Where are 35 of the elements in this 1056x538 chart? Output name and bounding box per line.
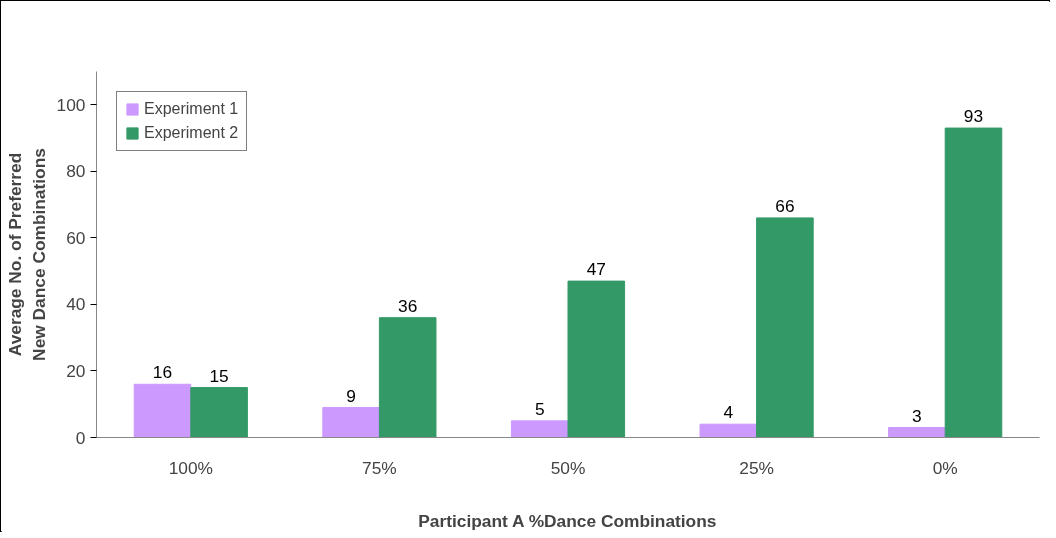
- bar: [378, 317, 437, 438]
- data-label: 3: [912, 405, 922, 426]
- x-tick-label: 75%: [362, 457, 397, 478]
- data-label: 93: [963, 106, 984, 127]
- x-tick-label: 100%: [168, 457, 213, 478]
- data-label: 47: [586, 259, 606, 280]
- x-tick-label: 25%: [739, 457, 774, 478]
- bar: [322, 407, 380, 438]
- x-tick-label: 0%: [932, 457, 958, 478]
- bar: [510, 420, 569, 438]
- y-tick-label: 40: [66, 294, 86, 315]
- y-tick-label: 80: [66, 161, 86, 182]
- data-label: 4: [723, 402, 734, 423]
- y-tick-label: 60: [66, 227, 86, 248]
- bar: [756, 217, 814, 438]
- data-label: 9: [346, 385, 356, 406]
- y-axis-title: Average No. of Preferred New Dance Combinations: [4, 148, 49, 361]
- legend-label: Experiment 1: [144, 100, 239, 118]
- data-label: 36: [398, 295, 418, 316]
- bar: [133, 383, 192, 438]
- legend-label: Experiment 2: [144, 124, 239, 142]
- data-label: 16: [152, 362, 173, 383]
- bar: [699, 423, 758, 438]
- data-label: 66: [775, 195, 795, 216]
- y-tick-label: 20: [66, 360, 86, 381]
- data-label: 15: [209, 365, 229, 386]
- bar: [944, 127, 1003, 438]
- bar: [567, 280, 626, 438]
- bar: [190, 387, 248, 438]
- y-tick-label: 100: [56, 94, 86, 115]
- bar: [888, 427, 946, 438]
- y-tick-label: 0: [75, 427, 86, 448]
- x-tick-label: 50%: [550, 457, 586, 478]
- x-axis-title: Participant A %Dance Combinations: [418, 510, 717, 531]
- data-label: 5: [534, 398, 545, 419]
